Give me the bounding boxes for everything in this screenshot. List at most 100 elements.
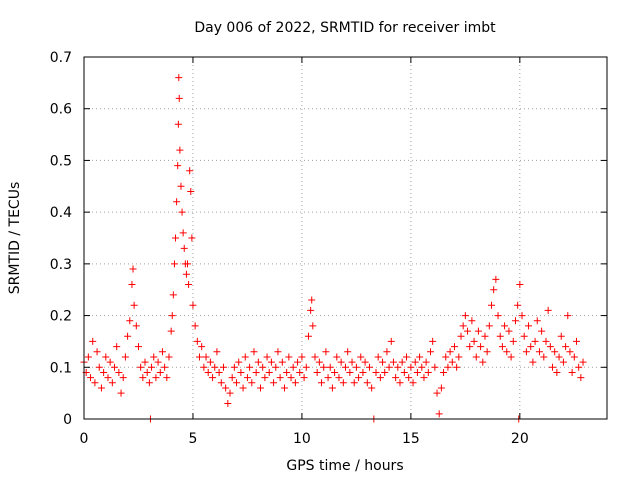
data-point bbox=[168, 312, 176, 320]
data-point bbox=[365, 363, 373, 371]
data-point bbox=[520, 332, 528, 340]
data-point bbox=[411, 358, 419, 366]
data-point bbox=[481, 332, 489, 340]
data-point bbox=[165, 353, 173, 361]
data-point bbox=[413, 368, 421, 376]
data-point bbox=[191, 322, 199, 330]
data-point bbox=[308, 296, 316, 304]
data-point bbox=[564, 312, 572, 320]
data-point bbox=[270, 379, 278, 387]
data-point bbox=[450, 343, 458, 351]
data-point bbox=[224, 399, 232, 407]
data-point bbox=[361, 358, 369, 366]
data-point bbox=[175, 74, 183, 82]
data-point bbox=[246, 363, 254, 371]
data-point bbox=[511, 317, 519, 325]
data-point bbox=[137, 363, 145, 371]
data-point bbox=[557, 332, 565, 340]
data-point bbox=[381, 368, 389, 376]
y-tick-label: 0.3 bbox=[50, 257, 72, 273]
data-point bbox=[248, 379, 256, 387]
data-point bbox=[291, 379, 299, 387]
data-point bbox=[280, 384, 288, 392]
data-points bbox=[80, 74, 587, 423]
data-point bbox=[474, 327, 482, 335]
data-point bbox=[184, 260, 192, 268]
data-point bbox=[529, 358, 537, 366]
data-point bbox=[174, 162, 182, 170]
data-point bbox=[429, 337, 437, 345]
data-point bbox=[211, 363, 219, 371]
data-point bbox=[272, 363, 280, 371]
data-point bbox=[379, 358, 387, 366]
data-point bbox=[355, 374, 363, 382]
data-point bbox=[535, 348, 543, 356]
data-point bbox=[420, 374, 428, 382]
data-point bbox=[350, 379, 358, 387]
data-point bbox=[177, 182, 185, 190]
data-point bbox=[555, 353, 563, 361]
data-point bbox=[139, 374, 147, 382]
data-point bbox=[104, 374, 112, 382]
data-point bbox=[188, 234, 196, 242]
data-point bbox=[435, 410, 443, 418]
x-tick-label: 0 bbox=[80, 431, 89, 447]
y-tick-label: 0.4 bbox=[50, 205, 72, 221]
data-point bbox=[335, 374, 343, 382]
data-point bbox=[148, 363, 156, 371]
data-point bbox=[302, 363, 310, 371]
axis-ticks bbox=[83, 56, 607, 420]
data-point bbox=[531, 337, 539, 345]
data-point bbox=[544, 306, 552, 314]
data-point bbox=[562, 343, 570, 351]
y-tick-label: 0.1 bbox=[50, 360, 72, 376]
data-point bbox=[479, 358, 487, 366]
data-point bbox=[433, 389, 441, 397]
data-point bbox=[496, 332, 504, 340]
data-point bbox=[169, 291, 177, 299]
data-point bbox=[494, 312, 502, 320]
data-point bbox=[115, 368, 123, 376]
data-point bbox=[431, 363, 439, 371]
data-point bbox=[108, 379, 116, 387]
data-point bbox=[490, 286, 498, 294]
data-point bbox=[243, 374, 251, 382]
data-point bbox=[278, 358, 286, 366]
data-point bbox=[309, 322, 317, 330]
data-point bbox=[398, 358, 406, 366]
data-point bbox=[130, 301, 138, 309]
data-point bbox=[466, 343, 474, 351]
data-point bbox=[387, 337, 395, 345]
data-point bbox=[352, 363, 360, 371]
data-point bbox=[174, 120, 182, 128]
data-point bbox=[128, 281, 136, 289]
data-point bbox=[93, 348, 101, 356]
data-point bbox=[222, 384, 230, 392]
data-point bbox=[442, 353, 450, 361]
data-point bbox=[542, 337, 550, 345]
data-point bbox=[117, 389, 125, 397]
data-point bbox=[134, 343, 142, 351]
data-point bbox=[409, 379, 417, 387]
data-point bbox=[575, 363, 583, 371]
data-point bbox=[426, 348, 434, 356]
data-point bbox=[389, 358, 397, 366]
data-point bbox=[553, 368, 561, 376]
chart-title: Day 006 of 2022, SRMTID for receiver imb… bbox=[194, 20, 496, 36]
data-point bbox=[525, 322, 533, 330]
data-point bbox=[346, 368, 354, 376]
data-point bbox=[187, 187, 195, 195]
y-tick-label: 0 bbox=[63, 412, 72, 428]
x-tick-label: 15 bbox=[402, 431, 420, 447]
data-point bbox=[507, 353, 515, 361]
data-point bbox=[422, 358, 430, 366]
data-point bbox=[505, 327, 513, 335]
data-point bbox=[163, 374, 171, 382]
y-tick-label: 0.5 bbox=[50, 153, 72, 169]
data-point bbox=[468, 317, 476, 325]
data-point bbox=[156, 368, 164, 376]
data-point bbox=[533, 317, 541, 325]
data-point bbox=[357, 353, 365, 361]
